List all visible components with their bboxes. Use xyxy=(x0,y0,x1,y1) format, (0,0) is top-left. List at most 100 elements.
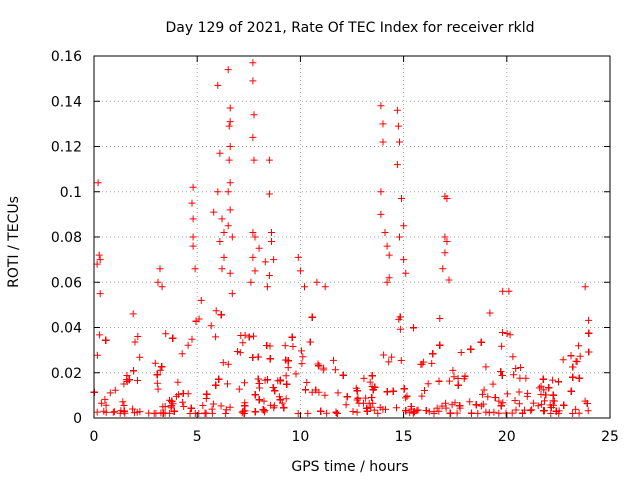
data-point xyxy=(215,375,223,383)
data-point xyxy=(151,359,159,367)
data-point xyxy=(445,377,453,385)
data-point xyxy=(152,409,160,417)
data-point xyxy=(125,376,133,384)
data-point xyxy=(175,391,183,399)
data-point xyxy=(385,274,393,282)
data-point xyxy=(512,365,520,372)
data-point xyxy=(497,402,505,410)
data-point xyxy=(366,378,374,386)
data-point xyxy=(370,406,378,414)
y-tick-label: 0.06 xyxy=(51,275,82,291)
data-point xyxy=(382,405,389,413)
data-point xyxy=(383,388,391,396)
data-point xyxy=(540,386,548,394)
data-point xyxy=(320,364,328,372)
y-tick-label: 0 xyxy=(73,411,82,427)
data-point xyxy=(353,408,361,416)
scatter-points xyxy=(90,59,593,417)
data-point xyxy=(449,366,457,374)
data-point xyxy=(535,384,543,392)
data-point xyxy=(572,405,580,413)
data-point xyxy=(236,349,244,357)
data-point xyxy=(212,307,220,315)
data-point xyxy=(218,265,226,273)
data-point xyxy=(505,287,513,295)
data-point xyxy=(443,238,451,245)
data-point xyxy=(410,408,418,416)
data-point xyxy=(239,339,247,347)
data-point xyxy=(353,396,361,404)
data-point xyxy=(515,400,523,408)
data-point xyxy=(189,183,197,191)
data-point xyxy=(467,345,475,353)
data-point xyxy=(321,283,329,291)
data-point xyxy=(511,397,519,404)
data-point xyxy=(362,394,370,402)
data-point xyxy=(255,244,263,252)
data-point xyxy=(268,229,275,236)
data-point xyxy=(265,272,273,279)
data-point xyxy=(224,222,232,230)
data-point xyxy=(547,410,555,417)
data-point xyxy=(303,379,311,386)
data-point xyxy=(179,390,187,397)
data-point xyxy=(396,138,403,146)
data-point xyxy=(240,410,248,417)
data-point xyxy=(538,400,546,408)
data-point xyxy=(219,359,227,367)
data-point xyxy=(499,329,506,336)
data-point xyxy=(549,376,557,384)
data-point xyxy=(129,405,137,413)
data-point xyxy=(374,409,382,417)
data-point xyxy=(542,391,550,399)
data-point xyxy=(477,402,485,410)
data-point xyxy=(266,355,274,363)
data-point xyxy=(380,351,388,359)
data-point xyxy=(192,317,200,325)
data-point xyxy=(545,384,553,392)
data-point xyxy=(353,387,361,395)
data-point xyxy=(503,330,511,337)
data-point xyxy=(349,408,357,415)
data-point xyxy=(569,363,577,371)
data-point xyxy=(218,215,226,223)
data-point xyxy=(245,333,253,341)
data-point xyxy=(270,404,278,412)
data-point xyxy=(379,138,387,146)
data-point xyxy=(224,380,231,388)
data-point xyxy=(442,404,450,412)
data-point xyxy=(174,378,182,386)
data-point xyxy=(402,407,410,415)
data-point xyxy=(388,353,396,361)
data-point xyxy=(317,407,325,415)
data-point xyxy=(282,395,290,403)
data-point xyxy=(529,399,537,407)
data-point xyxy=(527,407,535,415)
data-point xyxy=(96,331,104,339)
data-point xyxy=(158,283,166,291)
data-point xyxy=(156,265,164,273)
data-point xyxy=(534,402,542,410)
data-point xyxy=(226,269,234,277)
y-tick-label: 0.14 xyxy=(51,94,82,110)
data-point xyxy=(406,409,414,417)
data-point xyxy=(210,208,218,216)
data-point xyxy=(421,387,428,394)
data-point xyxy=(506,331,514,339)
y-axis-ticks: 0 0.02 0.04 0.06 0.08 0.1 0.12 0.14 0.16 xyxy=(51,49,610,427)
data-point xyxy=(249,229,257,236)
data-point xyxy=(264,376,271,384)
data-point xyxy=(110,408,118,416)
data-point xyxy=(235,385,243,393)
plot-frame xyxy=(93,55,611,419)
y-axis-label: ROTI / TECUs xyxy=(6,196,22,288)
data-point xyxy=(576,352,584,360)
data-point xyxy=(454,375,462,382)
data-point xyxy=(575,342,583,350)
data-point xyxy=(443,195,451,202)
data-point xyxy=(354,394,362,402)
data-point xyxy=(498,342,506,350)
data-point xyxy=(201,409,209,417)
data-point xyxy=(224,360,232,368)
data-point xyxy=(331,366,339,374)
